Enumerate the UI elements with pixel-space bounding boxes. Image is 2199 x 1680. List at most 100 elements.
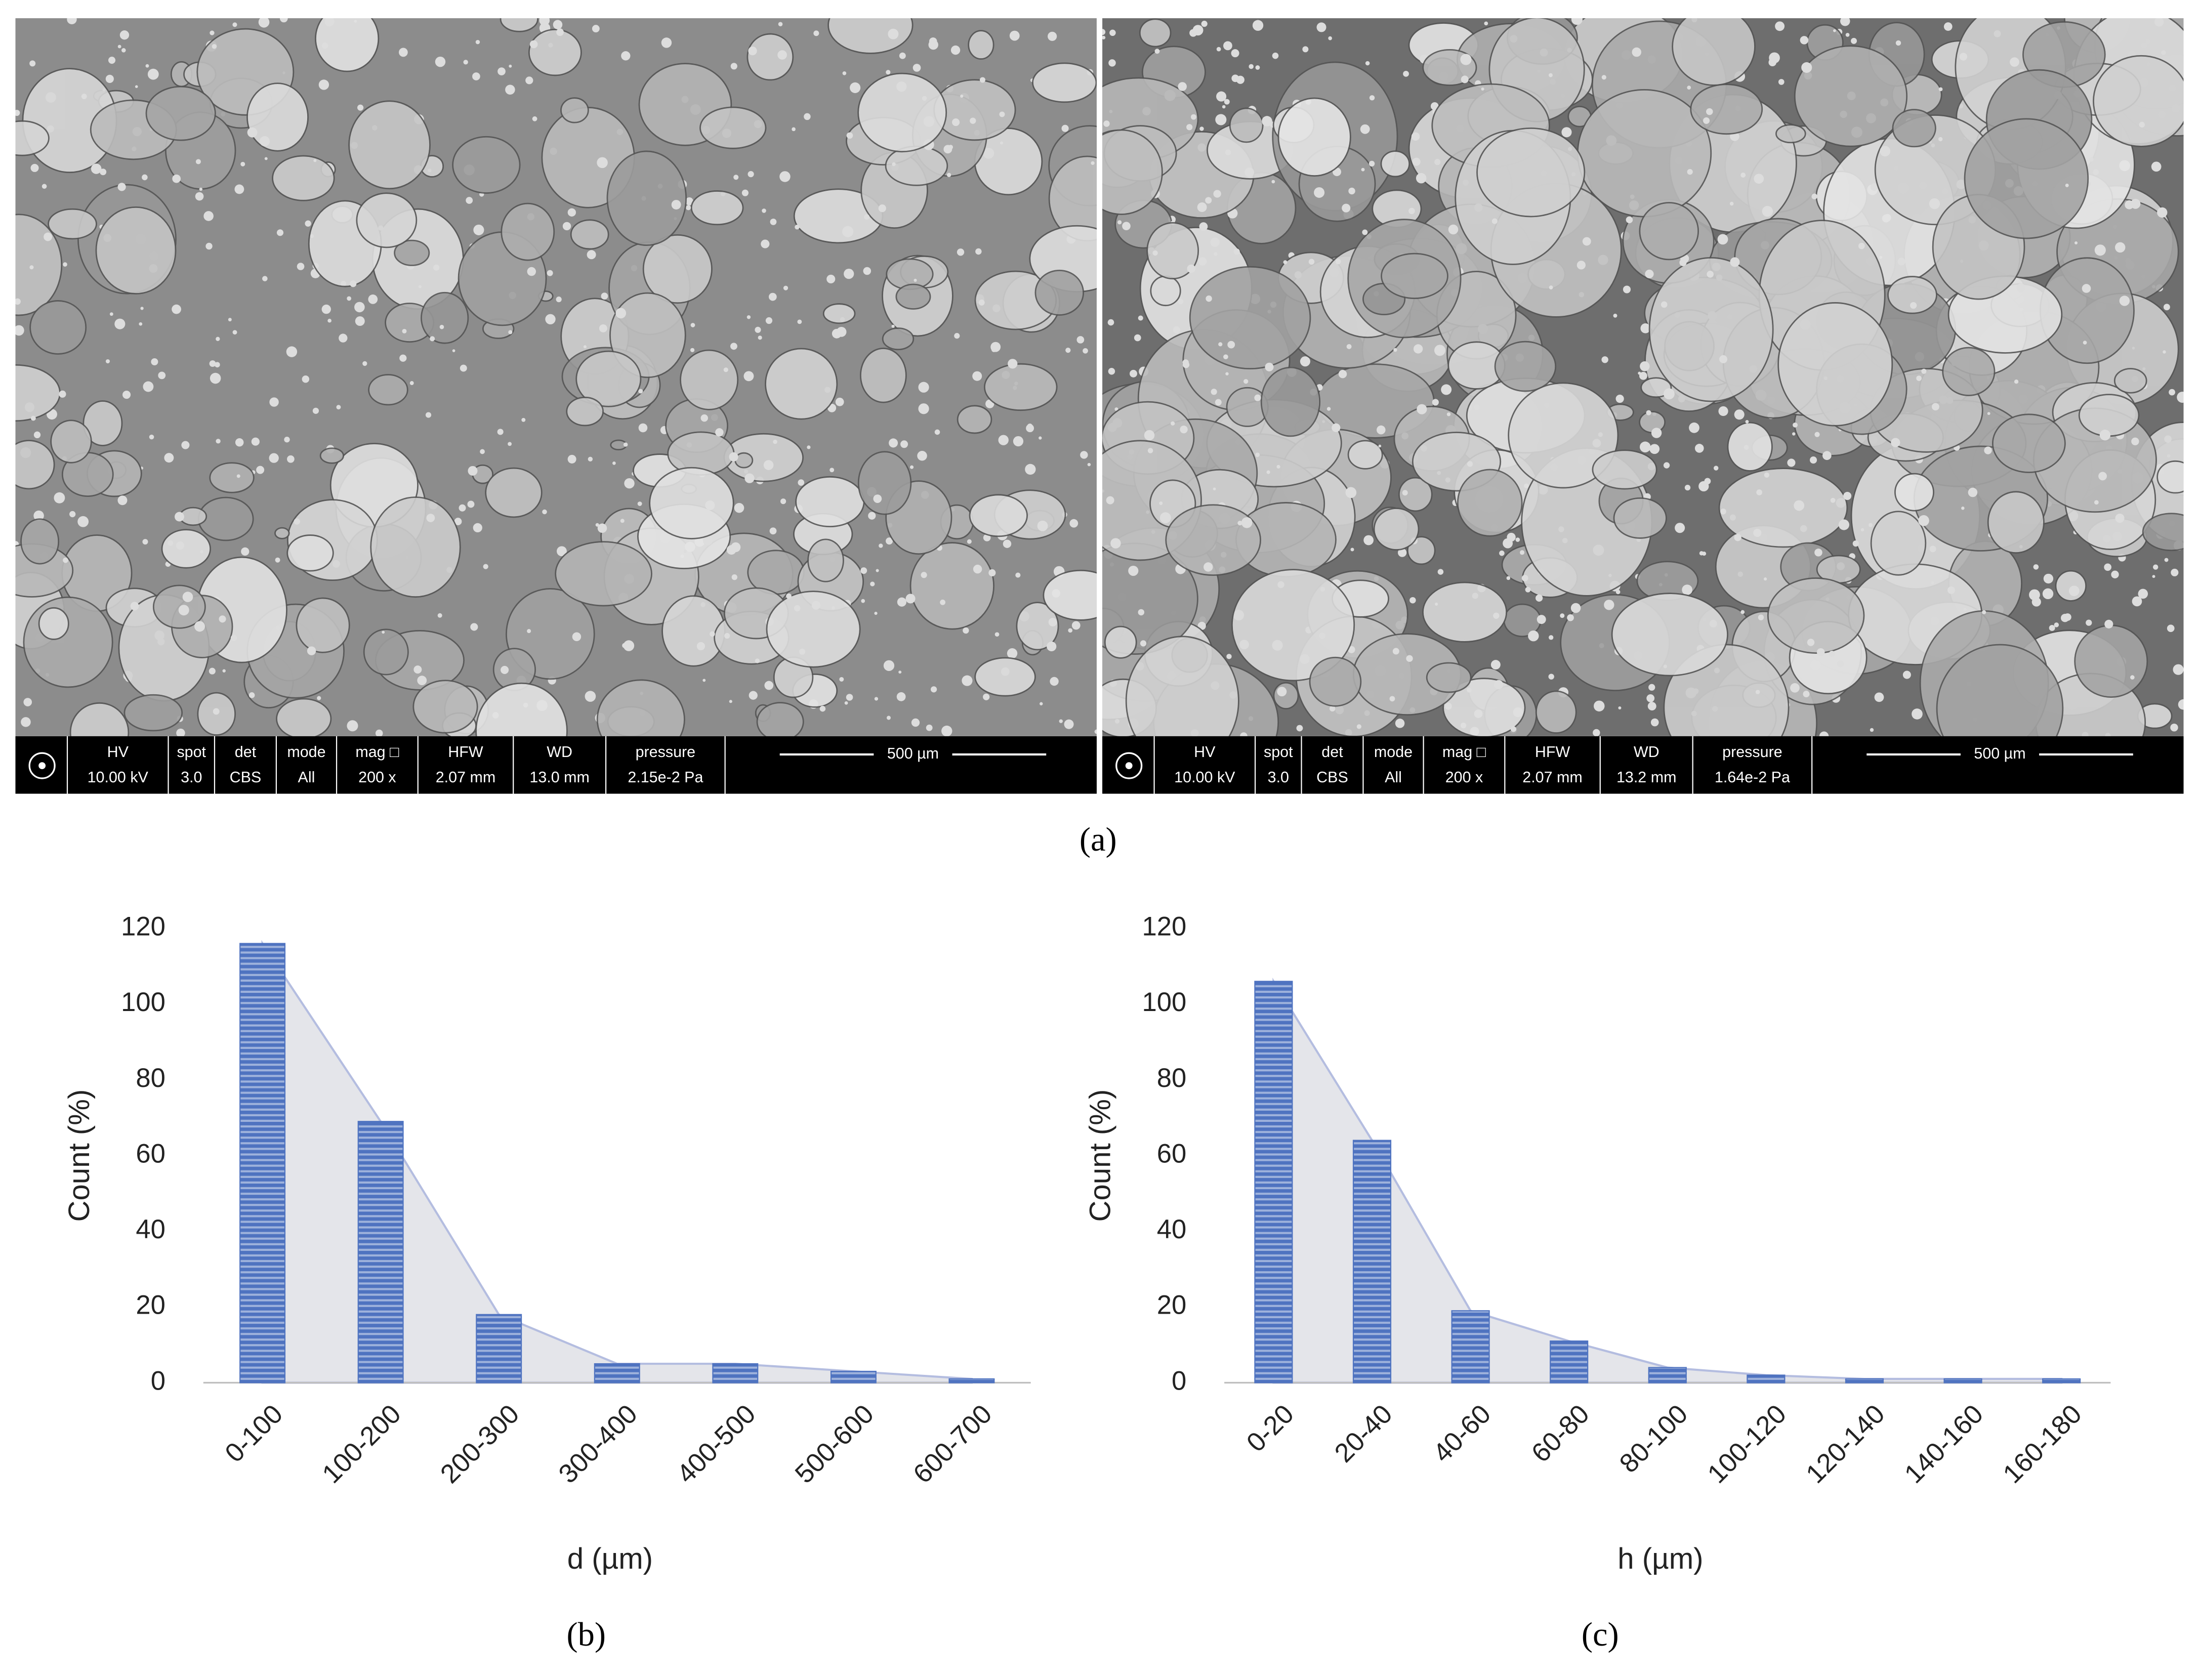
grain [1650,718,1659,727]
grain [2094,500,2099,505]
grain [362,361,367,366]
particle [38,607,69,640]
grain [979,77,985,83]
grain [868,512,876,520]
grain [2043,573,2054,584]
grain [1204,562,1213,572]
grain [999,111,1005,117]
x-tick-label: 120-140 [1800,1399,1890,1489]
grain [466,197,473,204]
grain [1714,466,1719,471]
grain [1481,87,1484,91]
grain [1830,497,1836,503]
grain [909,465,914,469]
grain [1243,379,1249,384]
info-label: pressure [1722,743,1782,761]
particle [575,350,642,407]
grain [508,330,513,334]
info-icon [1115,752,1143,779]
grain [780,498,786,505]
grain [1198,257,1207,266]
grain [1816,648,1825,656]
grain [1345,487,1357,498]
grain [954,333,960,339]
grain [963,627,969,634]
grain [1895,40,1901,46]
grain [1213,487,1216,491]
grain [258,18,270,28]
grain [210,30,215,35]
particle [1260,366,1321,437]
grain [1851,37,1857,44]
grain [1416,173,1427,184]
grain [1265,362,1274,371]
grain [1649,444,1660,454]
x-tick-label: 200-300 [435,1399,525,1489]
grain [1632,47,1642,57]
grain [1356,724,1361,729]
info-value: 2.15e-2 Pa [628,769,703,786]
info-label: mode [1374,743,1413,761]
grain [501,665,509,674]
grain [1362,229,1368,235]
grain [1792,432,1796,436]
grain [1931,581,1934,584]
particle [2074,624,2148,698]
particle [1380,150,1410,178]
grain [874,697,879,701]
grain [42,184,47,189]
particle [860,348,907,403]
grain [612,461,616,465]
info-label: spot [1264,743,1293,761]
grain [437,613,442,618]
grain [1870,728,1874,732]
grain [1222,105,1226,109]
grain [733,175,739,180]
grain [1506,576,1511,580]
grain [1729,201,1734,206]
grain [621,51,631,61]
particle [246,82,309,152]
grain [1102,29,1106,35]
x-tick-label: 160-180 [1997,1399,2087,1489]
particle [1942,347,1996,396]
grain [1528,630,1539,642]
grain [1108,367,1115,375]
grain [1704,478,1711,485]
grain [1645,269,1654,279]
grain [467,500,475,508]
grain [2157,207,2168,218]
grain [151,358,158,365]
bar [1943,1378,1982,1383]
particle [1936,644,2064,736]
particle [209,462,255,493]
grain [685,197,693,205]
particle [984,363,1058,411]
particle [123,694,183,732]
particle [485,467,543,518]
grain [972,371,982,381]
grain [1640,361,1650,371]
particle [1150,275,1181,307]
grain [1039,436,1042,440]
grain [1227,341,1235,349]
grain [1223,41,1232,51]
grain [1567,614,1574,621]
particle [765,348,838,420]
bar [476,1314,522,1383]
grain [2152,564,2159,570]
grain [1858,242,1865,249]
grain [941,725,952,736]
grain [842,226,854,237]
grain [1213,190,1221,198]
grain [724,633,730,639]
grain [1730,257,1740,267]
particle [2078,394,2140,437]
grain [1493,680,1504,690]
info-value: All [1385,769,1402,786]
grain [321,43,328,49]
grain [1734,409,1745,420]
grain [472,72,480,80]
particle [315,18,380,72]
grain [599,324,607,332]
